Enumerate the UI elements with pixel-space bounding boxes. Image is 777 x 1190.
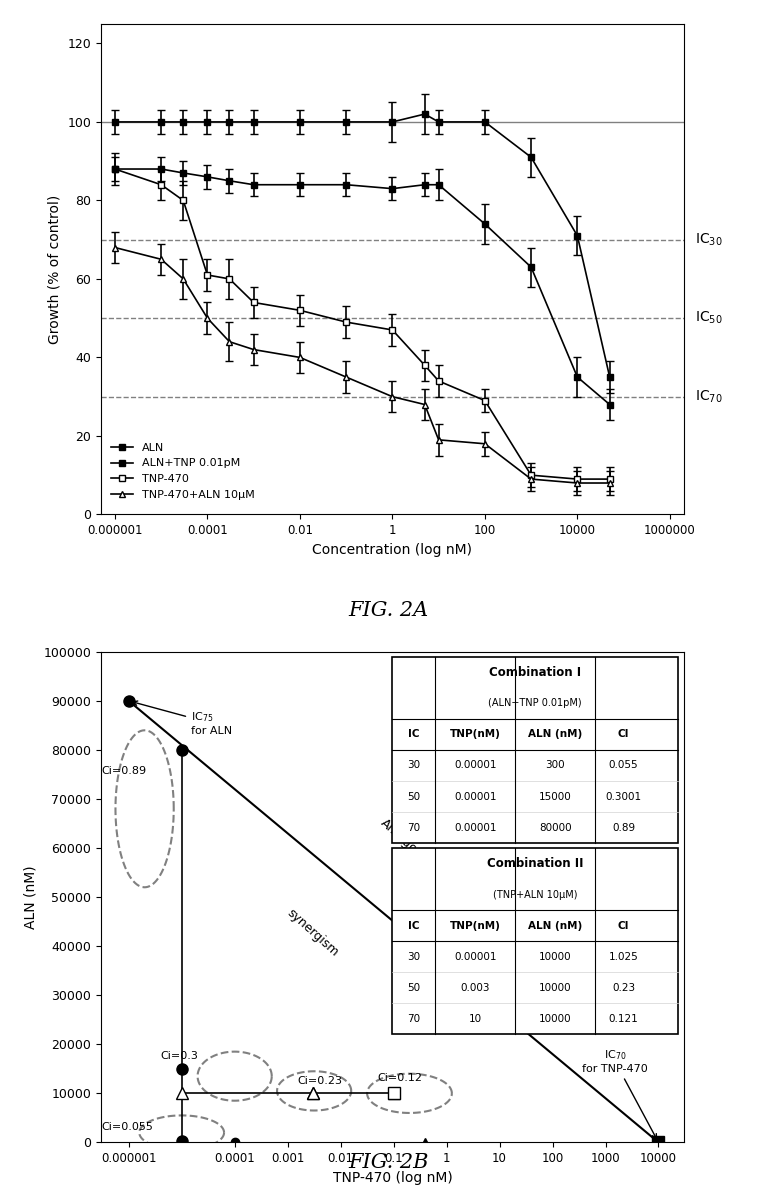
- Text: ALN (nM): ALN (nM): [528, 921, 582, 931]
- Text: 1.025: 1.025: [609, 952, 639, 962]
- Text: 0.23: 0.23: [612, 983, 636, 992]
- Text: 10000: 10000: [538, 1014, 571, 1023]
- Text: 0.00001: 0.00001: [454, 822, 497, 833]
- Text: 10: 10: [469, 1014, 482, 1023]
- Text: Ci=0.055: Ci=0.055: [101, 1122, 153, 1132]
- Text: synergism: synergism: [284, 906, 341, 959]
- Text: 10000: 10000: [538, 952, 571, 962]
- Text: TNP(nM): TNP(nM): [450, 921, 500, 931]
- Text: CI: CI: [618, 729, 629, 739]
- Text: 30: 30: [407, 760, 420, 770]
- Y-axis label: Growth (% of control): Growth (% of control): [48, 194, 62, 344]
- Text: 0.3001: 0.3001: [605, 791, 642, 802]
- Text: 70: 70: [407, 1014, 420, 1023]
- Text: 300: 300: [545, 760, 565, 770]
- FancyBboxPatch shape: [392, 657, 678, 844]
- Legend: ALN, ALN+TNP 0.01pM, TNP-470, TNP-470+ALN 10μM: ALN, ALN+TNP 0.01pM, TNP-470, TNP-470+AL…: [106, 438, 260, 503]
- Text: 0.00001: 0.00001: [454, 952, 497, 962]
- Text: IC$_{30}$: IC$_{30}$: [695, 232, 723, 248]
- Text: IC: IC: [408, 729, 420, 739]
- Text: IC: IC: [408, 921, 420, 931]
- Text: IC$_{50}$: IC$_{50}$: [695, 309, 723, 326]
- Text: 50: 50: [407, 791, 420, 802]
- Text: (TNP+ALN 10μM): (TNP+ALN 10μM): [493, 890, 577, 900]
- Text: Combination II: Combination II: [487, 857, 584, 870]
- Text: (ALN+TNP 0.01pM): (ALN+TNP 0.01pM): [489, 699, 582, 708]
- Text: 0.89: 0.89: [612, 822, 636, 833]
- Text: 0.055: 0.055: [609, 760, 639, 770]
- Text: 50: 50: [407, 983, 420, 992]
- Text: Antagonism: Antagonism: [378, 816, 441, 876]
- Text: IC$_{70}$
for TNP-470: IC$_{70}$ for TNP-470: [582, 1048, 657, 1139]
- Text: IC$_{70}$: IC$_{70}$: [695, 388, 723, 405]
- Text: TNP(nM): TNP(nM): [450, 729, 500, 739]
- Text: 0.00001: 0.00001: [454, 791, 497, 802]
- Text: 15000: 15000: [538, 791, 572, 802]
- Text: 30: 30: [407, 952, 420, 962]
- Text: Ci=0.12: Ci=0.12: [378, 1073, 423, 1083]
- Y-axis label: ALN (nM): ALN (nM): [24, 865, 38, 929]
- Text: CI: CI: [618, 921, 629, 931]
- Text: 10000: 10000: [538, 983, 571, 992]
- Text: FIG. 2A: FIG. 2A: [348, 601, 429, 620]
- X-axis label: Concentration (log nM): Concentration (log nM): [312, 543, 472, 557]
- FancyBboxPatch shape: [392, 848, 678, 1034]
- X-axis label: TNP-470 (log nM): TNP-470 (log nM): [333, 1171, 452, 1185]
- Text: 0.121: 0.121: [609, 1014, 639, 1023]
- Text: 0.00001: 0.00001: [454, 760, 497, 770]
- Text: Ci=0.3: Ci=0.3: [161, 1051, 198, 1061]
- Text: Ci=0.23: Ci=0.23: [297, 1076, 342, 1085]
- Text: FIG. 2B: FIG. 2B: [348, 1153, 429, 1172]
- Text: 0.003: 0.003: [461, 983, 490, 992]
- Text: IC$_{75}$
for ALN: IC$_{75}$ for ALN: [133, 701, 232, 737]
- Text: Combination I: Combination I: [489, 665, 581, 678]
- Text: 70: 70: [407, 822, 420, 833]
- Text: ALN (nM): ALN (nM): [528, 729, 582, 739]
- Text: 80000: 80000: [538, 822, 571, 833]
- Text: Ci=0.89: Ci=0.89: [101, 766, 146, 776]
